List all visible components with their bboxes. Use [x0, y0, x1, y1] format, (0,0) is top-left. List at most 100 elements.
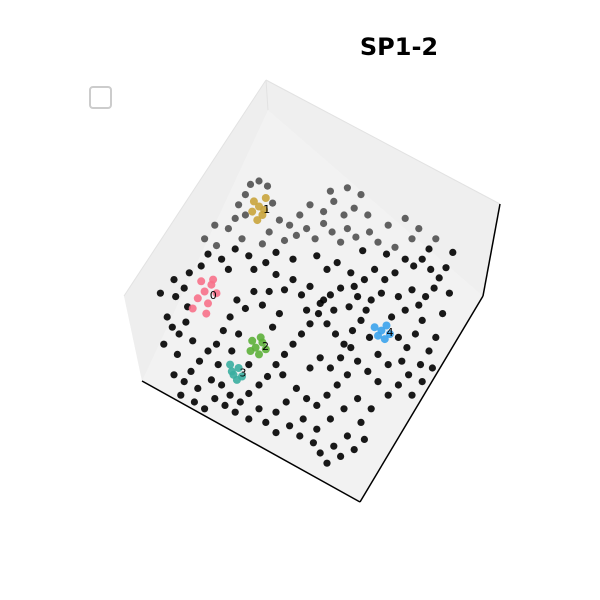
data-point: [314, 310, 323, 318]
data-point: [357, 316, 365, 324]
data-point: [340, 340, 348, 348]
axis-line-front-left: [141, 380, 361, 503]
data-point: [410, 262, 418, 270]
cluster-0-point: [200, 287, 209, 296]
data-point: [190, 398, 198, 406]
cluster-3-point: [226, 360, 235, 369]
data-point: [292, 384, 300, 392]
data-point: [343, 432, 351, 440]
data-point: [172, 293, 180, 301]
data-point: [228, 347, 236, 355]
data-point: [374, 238, 382, 246]
data-point: [403, 344, 411, 352]
data-point: [231, 408, 239, 416]
data-point: [265, 228, 273, 236]
data-point: [170, 276, 178, 284]
cluster-0-point: [193, 294, 202, 303]
data-point: [263, 372, 272, 381]
data-point: [269, 199, 277, 207]
data-point: [187, 367, 195, 375]
cluster-4-point: [380, 335, 389, 344]
data-point: [439, 310, 447, 318]
data-point: [432, 235, 440, 243]
data-point: [221, 401, 229, 409]
data-point: [418, 255, 426, 263]
left-pane: [124, 80, 268, 381]
data-point: [182, 318, 190, 326]
data-point: [394, 293, 402, 301]
data-point: [286, 221, 294, 229]
data-point: [289, 276, 297, 284]
data-point: [432, 333, 440, 341]
data-point: [262, 418, 270, 426]
cluster-0-point: [188, 304, 197, 313]
data-point: [391, 269, 399, 277]
data-point: [311, 235, 319, 243]
cluster-4-label: 4: [387, 326, 394, 339]
data-point: [219, 327, 227, 335]
data-point: [306, 282, 314, 290]
data-point: [245, 389, 253, 398]
cluster-3-label: 3: [240, 367, 247, 380]
data-point: [330, 197, 338, 205]
data-point: [391, 243, 399, 251]
right-pane: [266, 80, 500, 296]
data-point: [241, 304, 249, 313]
cluster-1-point: [253, 216, 262, 225]
data-point: [272, 248, 280, 256]
data-point: [282, 398, 290, 406]
cluster-3-point: [238, 372, 246, 381]
data-point: [177, 391, 185, 399]
data-point: [306, 364, 314, 372]
data-point: [445, 289, 453, 297]
data-point: [201, 235, 209, 243]
cluster-0-label: 0: [210, 289, 217, 302]
data-point: [296, 211, 304, 219]
data-point: [415, 301, 423, 309]
data-point: [401, 306, 409, 314]
data-point: [289, 340, 297, 348]
data-point: [384, 391, 392, 399]
data-point: [272, 361, 280, 369]
data-point: [326, 415, 334, 423]
data-point: [185, 269, 193, 277]
cluster-0-point: [212, 289, 221, 298]
data-point: [347, 344, 355, 352]
data-point: [425, 347, 433, 355]
data-point: [263, 182, 272, 190]
data-point: [418, 378, 426, 386]
data-point: [275, 216, 283, 224]
data-point: [435, 274, 443, 282]
data-point: [365, 333, 374, 341]
data-point: [398, 357, 406, 365]
data-point: [194, 384, 202, 392]
points-layer: [156, 177, 457, 467]
pane-edge: [123, 79, 267, 297]
data-point: [415, 225, 423, 233]
data-point: [360, 276, 368, 284]
data-point: [347, 269, 355, 277]
data-point: [280, 286, 289, 294]
data-point: [272, 429, 280, 437]
cluster-0-point: [202, 309, 211, 318]
data-point: [255, 405, 263, 413]
data-point: [292, 231, 300, 239]
pane-edge: [265, 79, 269, 111]
data-point: [299, 415, 307, 423]
data-point: [394, 333, 402, 341]
data-point: [258, 301, 266, 309]
data-point: [430, 284, 438, 292]
data-point: [226, 313, 234, 321]
data-point: [343, 184, 351, 192]
data-point: [331, 330, 340, 338]
data-point: [316, 449, 324, 457]
data-point: [330, 442, 338, 450]
data-point: [211, 395, 219, 403]
data-point: [231, 214, 239, 222]
cluster-2-point: [246, 347, 255, 355]
data-point: [316, 354, 324, 362]
data-point: [313, 252, 321, 260]
data-point: [245, 415, 253, 423]
data-point: [357, 191, 365, 199]
